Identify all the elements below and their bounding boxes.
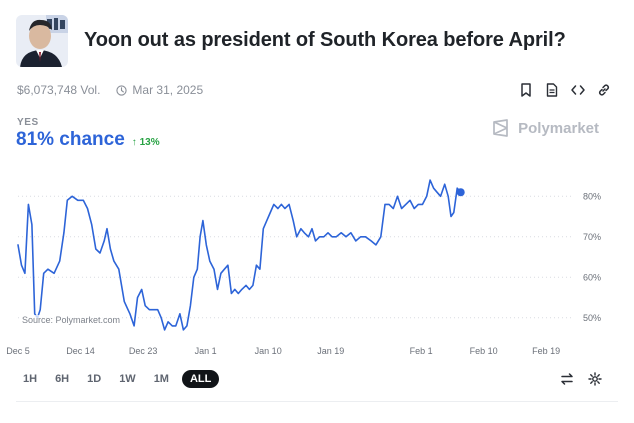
volume-text: $6,073,748 Vol. (17, 83, 101, 97)
time-range-1d[interactable]: 1D (87, 373, 102, 385)
time-range-1m[interactable]: 1M (153, 373, 169, 385)
polymarket-logo-icon (493, 119, 508, 137)
y-tick-label: 80% (583, 191, 601, 201)
y-tick-label: 70% (583, 232, 601, 242)
chance-row: 81% chance ↑ 13% (16, 129, 160, 151)
x-tick-label: Jan 19 (317, 346, 344, 356)
x-tick-label: Feb 19 (532, 346, 560, 356)
market-meta: $6,073,748 Vol. Mar 31, 2025 (17, 83, 203, 97)
outcome-label: YES (17, 117, 39, 128)
x-tick-label: Jan 1 (195, 346, 217, 356)
current-value-marker (456, 188, 465, 197)
arrow-up-icon: ↑ (131, 137, 137, 148)
time-range-selector: 1H 6H 1D 1W 1M ALL (18, 370, 220, 388)
end-date-text: Mar 31, 2025 (132, 83, 204, 97)
price-chart: Dec 5 Dec 14 Dec 23 Jan 1 Jan 10 Jan 19 Feb 1 F… (6, 179, 601, 356)
gear-icon[interactable] (588, 372, 602, 386)
link-icon[interactable] (596, 82, 612, 98)
x-tick-label: Feb 10 (470, 346, 498, 356)
time-range-1w[interactable]: 1W (119, 373, 136, 385)
clock-icon (116, 84, 128, 96)
end-date: Mar 31, 2025 (116, 83, 203, 97)
portrait-photo-icon (16, 15, 68, 67)
market-avatar (16, 15, 68, 67)
embed-code-icon[interactable] (570, 82, 586, 98)
bookmark-icon[interactable] (518, 82, 534, 98)
series-line-yes (17, 179, 462, 331)
x-tick-label: Jan 10 (255, 346, 282, 356)
chance-value: 81% chance (16, 129, 125, 150)
chance-delta-value: 13% (139, 137, 160, 148)
divider (16, 401, 618, 402)
market-actions (518, 82, 612, 98)
document-icon[interactable] (544, 82, 560, 98)
y-tick-label: 60% (583, 272, 601, 282)
time-range-1h[interactable]: 1H (23, 373, 38, 385)
time-range-all[interactable]: ALL (181, 370, 220, 388)
time-range-6h[interactable]: 6H (55, 373, 70, 385)
x-tick-label: Feb 1 (410, 346, 433, 356)
brand-name: Polymarket (518, 119, 599, 137)
x-tick-label: Dec 14 (66, 346, 95, 356)
y-tick-label: 50% (583, 313, 601, 323)
polymarket-logo: Polymarket (491, 118, 599, 138)
chance-delta: ↑ 13% (132, 137, 160, 148)
x-tick-label: Dec 23 (129, 346, 158, 356)
source-note: Source: Polymarket.com (20, 315, 123, 325)
swap-arrows-icon[interactable] (560, 372, 574, 386)
x-tick-label: Dec 5 (6, 346, 30, 356)
market-title: Yoon out as president of South Korea bef… (84, 29, 566, 51)
chart-tools (560, 372, 602, 386)
